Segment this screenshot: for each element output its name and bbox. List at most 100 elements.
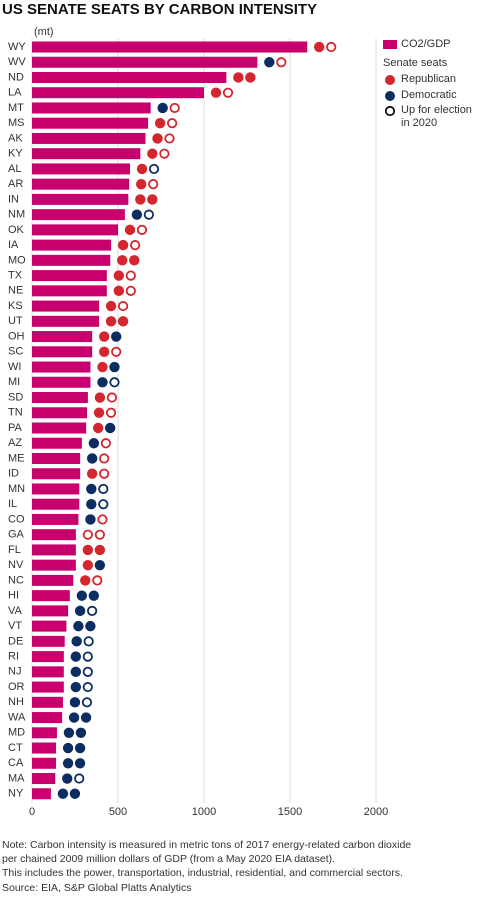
y-tick-label: MN <box>8 483 25 495</box>
seat-dot <box>94 544 106 556</box>
seat-dot <box>131 209 143 220</box>
bar <box>32 544 76 556</box>
seat-dot <box>117 316 129 327</box>
legend-label: CO2/GDP <box>401 38 451 50</box>
seat-dot <box>74 773 85 784</box>
legend-dot <box>385 75 395 85</box>
y-tick-label: TN <box>8 407 23 419</box>
bar <box>32 559 76 571</box>
y-tick-label: WV <box>8 56 26 68</box>
y-tick-label: ND <box>8 71 24 83</box>
y-tick-label: MI <box>8 376 20 388</box>
seat-dot <box>63 727 75 738</box>
bar <box>32 696 63 708</box>
bar <box>32 41 308 53</box>
seat-dot <box>85 620 96 632</box>
seat-dot <box>157 102 168 114</box>
seat-dot <box>83 636 94 647</box>
bar <box>32 651 64 663</box>
bar <box>32 392 88 404</box>
seat-dot <box>94 559 106 571</box>
bar <box>32 224 118 236</box>
seat-dot <box>97 377 108 388</box>
seat-dot <box>62 758 74 769</box>
seat-dot <box>86 453 98 464</box>
y-tick-label: NJ <box>8 666 21 678</box>
x-tick-label: 0 <box>29 806 35 818</box>
seat-dot <box>82 529 93 540</box>
seat-dot <box>130 240 141 251</box>
x-tick-label: 1000 <box>192 806 216 818</box>
seat-dot <box>222 87 234 98</box>
bar <box>32 666 64 678</box>
seat-dot <box>117 255 128 266</box>
seat-dot <box>147 148 158 159</box>
seat-dot <box>167 118 178 129</box>
unit-label: (mt) <box>34 26 54 38</box>
seat-dot <box>147 194 158 205</box>
seat-dot <box>74 742 86 754</box>
bar <box>32 209 125 221</box>
note-line: This includes the power, transportation,… <box>2 867 403 879</box>
y-tick-label: WA <box>8 711 26 723</box>
seat-dot <box>99 346 110 357</box>
y-tick-label: NC <box>8 574 24 586</box>
seat-dot <box>86 483 97 495</box>
y-tick-label: CA <box>8 757 24 769</box>
seat-dot <box>276 57 287 68</box>
y-tick-label: PA <box>8 422 23 434</box>
seat-dot <box>109 377 120 388</box>
y-tick-label: UT <box>8 315 23 327</box>
y-tick-label: NM <box>8 209 25 221</box>
legend-dot <box>385 91 395 101</box>
bar <box>32 620 67 632</box>
bar <box>32 361 91 373</box>
y-tick-label: OK <box>8 224 25 236</box>
y-tick-label: OR <box>8 681 25 693</box>
x-tick-label: 500 <box>109 806 127 818</box>
note-line: Note: Carbon intensity is measured in me… <box>2 839 412 851</box>
seat-dot <box>169 102 180 114</box>
bar <box>32 452 81 464</box>
bar <box>32 407 88 419</box>
y-tick-label: SC <box>8 346 23 358</box>
seat-dot <box>94 392 106 403</box>
seat-dot <box>62 742 74 754</box>
seat-dot <box>88 590 100 601</box>
y-tick-label: MT <box>8 102 24 114</box>
seat-dot <box>74 605 86 617</box>
y-tick-label: AL <box>8 163 21 175</box>
seat-dot <box>136 224 148 235</box>
y-tick-label: ME <box>8 452 25 464</box>
seat-dot <box>82 544 94 556</box>
bar <box>32 270 107 282</box>
seat-dot <box>106 392 118 403</box>
seat-dot <box>314 41 325 53</box>
bar <box>32 376 91 388</box>
seat-dot <box>136 163 148 175</box>
bar <box>32 773 56 785</box>
seat-dot <box>111 331 122 342</box>
seat-dot <box>129 255 140 266</box>
seat-dot <box>109 361 120 373</box>
y-tick-label: LA <box>8 87 22 99</box>
seat-dot <box>82 651 93 662</box>
legend-dot <box>384 105 396 117</box>
x-tick-label: 1500 <box>278 806 302 818</box>
bar <box>32 437 82 449</box>
bar <box>32 712 63 724</box>
bar <box>32 315 100 327</box>
seat-dot <box>92 575 103 586</box>
bar <box>32 742 57 754</box>
seat-dot <box>104 422 116 434</box>
y-tick-label: MS <box>8 117 25 129</box>
y-tick-label: VT <box>8 620 22 632</box>
y-tick-label: HI <box>8 590 19 602</box>
seat-dot <box>210 87 222 98</box>
bar <box>32 483 80 495</box>
seat-dot <box>245 72 256 83</box>
y-tick-label: DE <box>8 635 23 647</box>
legend-label: Up for election in 2020 <box>401 104 472 129</box>
seat-dot <box>74 758 86 769</box>
